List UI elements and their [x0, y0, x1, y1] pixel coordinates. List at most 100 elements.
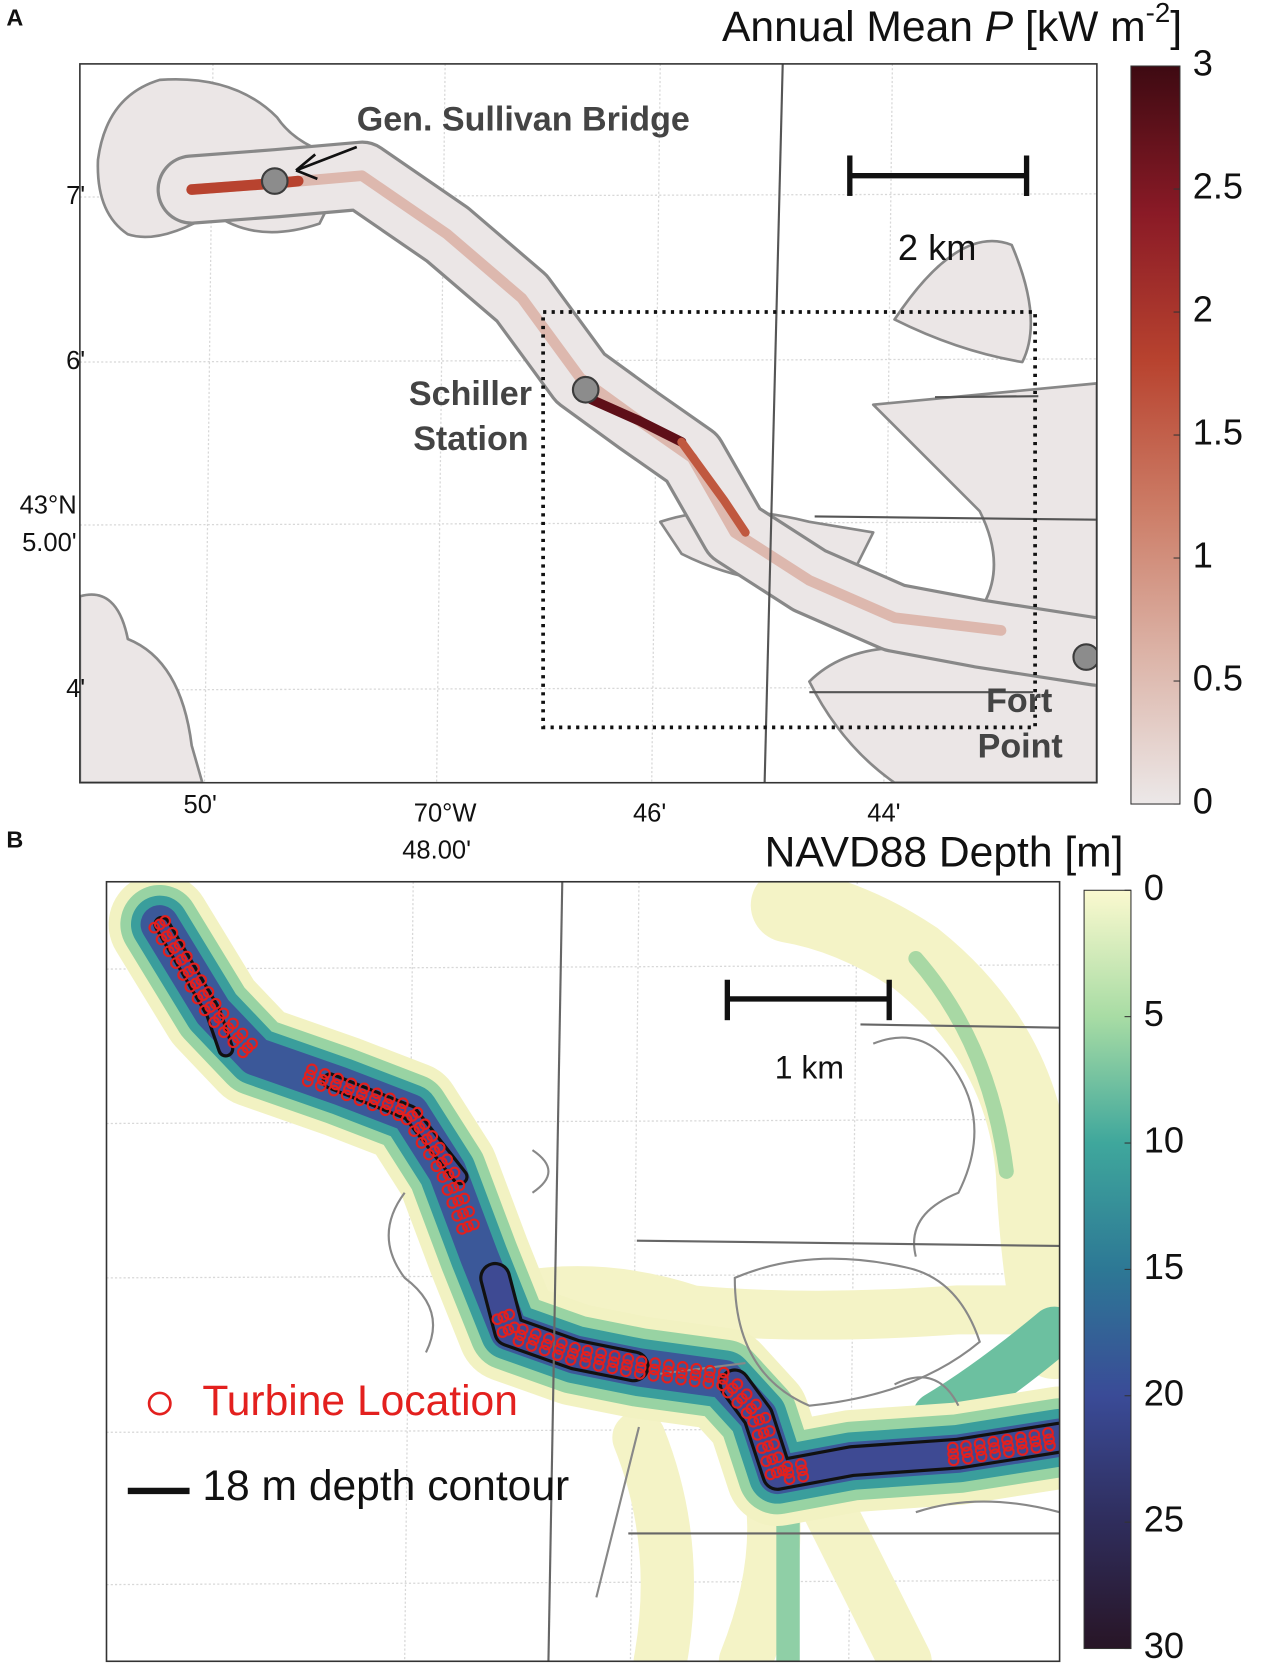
turbine: [177, 969, 189, 981]
turbine: [236, 1046, 249, 1059]
turbine: [512, 1335, 525, 1348]
turbine: [1016, 1444, 1029, 1456]
turbine: [973, 1437, 986, 1450]
turbine: [740, 1407, 753, 1419]
lon-label: 50': [184, 791, 217, 819]
turbine: [794, 1458, 807, 1470]
colorbar-tick-label: 2: [1193, 289, 1213, 330]
turbine: [394, 1103, 407, 1116]
turbine: [381, 1098, 394, 1111]
turbine: [690, 1362, 703, 1375]
lon-label: 70°W: [414, 799, 478, 827]
turbine: [332, 1072, 344, 1085]
lat-label: 4': [66, 675, 85, 703]
turbine: [448, 1166, 461, 1179]
turbine: [662, 1365, 674, 1378]
turbine: [648, 1363, 661, 1376]
lat-label: 5.00': [22, 529, 77, 557]
turbine: [622, 1352, 635, 1365]
scale-bar-label: 1 km: [775, 1050, 844, 1086]
turbine: [191, 992, 204, 1005]
turbine: [621, 1359, 633, 1371]
colorbar-tick-label: 2.5: [1193, 166, 1243, 207]
turbine: [747, 1415, 760, 1428]
turbine: [301, 1075, 314, 1088]
turbine: [155, 933, 168, 946]
turbine: [946, 1441, 959, 1454]
turbine: [717, 1366, 730, 1379]
turbine: [327, 1084, 340, 1097]
turbine: [796, 1464, 808, 1477]
turbine: [453, 1179, 466, 1192]
turbine: [661, 1371, 674, 1384]
place-label: Gen. Sullivan Bridge: [357, 100, 690, 138]
turbine: [502, 1323, 515, 1336]
turbine: [757, 1427, 770, 1439]
colorbar-tick-label: 0: [1193, 781, 1213, 822]
turbine: [345, 1077, 358, 1090]
turbine: [423, 1148, 435, 1161]
turbine: [1029, 1435, 1042, 1448]
turbine: [540, 1338, 553, 1351]
turbine: [647, 1369, 660, 1382]
turbine: [676, 1361, 689, 1373]
turbine: [608, 1350, 621, 1362]
map-frame: [79, 63, 1098, 784]
turbine: [452, 1194, 465, 1207]
place-label: Schiller: [409, 375, 532, 413]
turbine: [770, 1466, 783, 1479]
turbine: [1014, 1431, 1027, 1444]
turbine: [525, 1340, 538, 1352]
turbine: [593, 1353, 606, 1366]
turbine: [688, 1375, 701, 1388]
turbine: [675, 1367, 688, 1380]
turbine: [330, 1078, 342, 1091]
turbine: [415, 1136, 428, 1149]
turbine: [704, 1364, 716, 1377]
legend-marker: [147, 1391, 172, 1416]
turbine: [569, 1341, 581, 1354]
turbine: [753, 1413, 766, 1426]
turbine: [340, 1089, 353, 1102]
turbine: [148, 921, 161, 934]
turbine: [717, 1373, 729, 1385]
turbine: [468, 1218, 480, 1231]
colorbar-tick-label: 0.5: [1193, 658, 1243, 699]
turbine: [722, 1386, 734, 1399]
colorbar-title: Annual Mean P [kW m-2]: [722, 0, 1182, 51]
colorbar-title: NAVD88 Depth [m]: [765, 828, 1124, 876]
turbine: [760, 1455, 773, 1468]
turbine: [306, 1063, 318, 1076]
turbine: [408, 1125, 420, 1138]
turbine: [581, 1344, 594, 1357]
turbine: [566, 1347, 579, 1360]
turbine: [633, 1368, 646, 1380]
map-frame: [105, 880, 1061, 1663]
turbine: [580, 1350, 593, 1363]
place-label: Point: [978, 728, 1063, 766]
turbine: [1043, 1433, 1055, 1446]
turbine: [797, 1470, 810, 1483]
turbine: [397, 1097, 409, 1110]
turbine: [516, 1323, 529, 1336]
turbine: [1002, 1439, 1014, 1452]
turbine: [366, 1099, 379, 1112]
turbine: [384, 1092, 396, 1105]
turbine: [649, 1357, 662, 1370]
turbine: [358, 1082, 370, 1095]
turbine: [527, 1334, 540, 1346]
turbine: [947, 1454, 960, 1467]
turbine: [675, 1373, 687, 1386]
turbine: [989, 1448, 1002, 1461]
turbine: [430, 1160, 443, 1173]
turbine: [762, 1440, 774, 1452]
colorbar-tick-label: 20: [1144, 1372, 1184, 1413]
turbine: [447, 1181, 460, 1194]
turbine: [319, 1068, 331, 1080]
turbine: [457, 1207, 469, 1220]
turbine: [1015, 1437, 1028, 1450]
turbine: [538, 1344, 551, 1357]
turbine: [702, 1377, 715, 1390]
